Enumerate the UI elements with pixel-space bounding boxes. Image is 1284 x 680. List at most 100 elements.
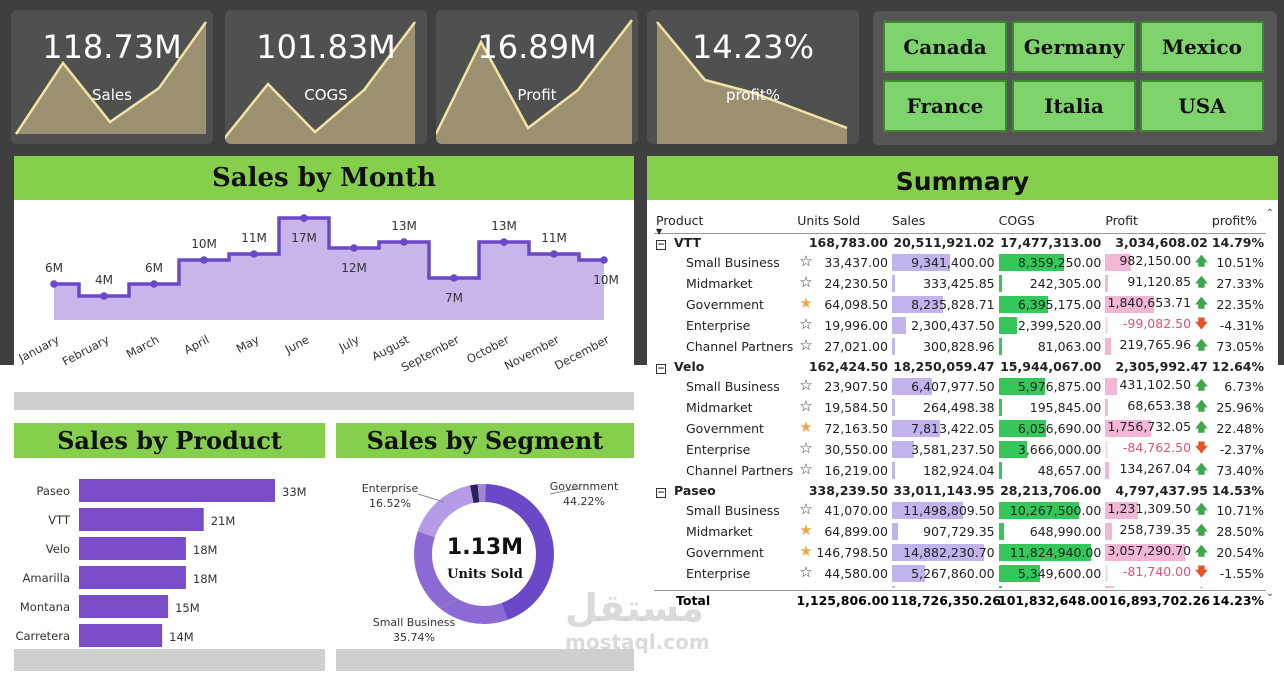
country-button-france[interactable]: France xyxy=(883,80,1007,132)
segment-name-label: Small Business xyxy=(373,616,456,629)
month-point-september[interactable] xyxy=(450,274,458,282)
item-profit-pct: -4.31% xyxy=(1219,318,1264,334)
month-point-march[interactable] xyxy=(150,280,158,288)
scroll-up-icon[interactable]: ⌃ xyxy=(1265,208,1274,219)
segment-slice-small-business[interactable] xyxy=(414,531,508,624)
item-profit: 982,150.00 🡅 xyxy=(1103,252,1210,273)
total-cogs: 101,832,648.00 xyxy=(998,593,1108,608)
segment-pct-label: 16.52% xyxy=(369,497,411,510)
sales-by-month-panel: Sales by Month 6M January 4M February 6M Marc… xyxy=(14,156,634,410)
month-point-february[interactable] xyxy=(100,292,108,300)
star-outline-icon: ☆ xyxy=(799,252,813,271)
country-button-usa[interactable]: USA xyxy=(1140,80,1264,132)
month-point-december[interactable] xyxy=(600,256,608,264)
collapse-icon[interactable]: − xyxy=(656,488,666,499)
item-name: Small Business xyxy=(686,503,780,519)
item-cogs: 6,056,690.00 xyxy=(997,418,1104,439)
summary-item-row[interactable]: Midmarket ☆ 19,584.50 264,498.38 195,845.00 6… xyxy=(654,397,1266,418)
profit-databar xyxy=(1105,523,1113,541)
collapse-icon[interactable]: − xyxy=(656,364,666,375)
month-point-may[interactable] xyxy=(250,250,258,258)
kpi-card-sales: 118.73M Sales xyxy=(11,10,213,144)
summary-item-row[interactable]: Small Business ☆ 41,070.00 11,498,809.50 10,… xyxy=(654,500,1266,521)
summary-item-row[interactable]: Channel Partners ☆ 16,219.00 182,924.04 48,6… xyxy=(654,460,1266,481)
summary-item-row[interactable]: Government ★ 72,163.50 7,813,422.05 6,056,69… xyxy=(654,418,1266,439)
month-point-january[interactable] xyxy=(50,280,58,288)
item-name: Channel Partners xyxy=(686,463,794,479)
item-units: ★ 146,798.50 xyxy=(799,542,888,561)
product-bar-montana[interactable] xyxy=(79,595,169,618)
column-header-product[interactable]: Product ▼ xyxy=(654,208,796,236)
segment-slice-other[interactable] xyxy=(470,484,480,504)
scroll-down-icon[interactable]: ⌄ xyxy=(1265,588,1274,599)
item-profit: 431,102.50 🡅 xyxy=(1103,376,1210,397)
column-header-profit[interactable]: Profit xyxy=(1103,208,1210,234)
total-sales: 118,726,350.26 xyxy=(891,593,1001,608)
segment-slice-enterprise[interactable] xyxy=(417,485,474,538)
summary-group-row[interactable]: − Paseo 338,239.50 33,011,143.95 28,213,706.… xyxy=(654,481,1266,500)
item-profit: 134,267.04 🡅 xyxy=(1103,460,1210,481)
summary-item-row[interactable]: Enterprise ☆ 30,550.00 3,581,237.50 3,666,00… xyxy=(654,439,1266,460)
collapse-icon[interactable]: − xyxy=(656,240,666,251)
kpi-sparkline-profit xyxy=(436,19,633,144)
country-button-mexico[interactable]: Mexico xyxy=(1140,21,1264,73)
product-bar-amarilla[interactable] xyxy=(79,566,186,589)
arrow-up-icon: 🡅 xyxy=(1195,295,1208,311)
summary-group-row[interactable]: − VTT 168,783.00 20,511,921.02 17,477,313.00… xyxy=(654,233,1266,252)
cogs-databar xyxy=(998,502,1079,520)
month-point-july[interactable] xyxy=(350,244,358,252)
summary-item-row[interactable]: Government ★ 64,098.50 8,235,828.71 6,395,17… xyxy=(654,294,1266,315)
month-point-october[interactable] xyxy=(500,238,508,246)
kpi-card-cogs: 101.83M COGS xyxy=(225,10,427,144)
summary-item-row[interactable]: Midmarket ☆ 24,230.50 333,425.85 242,305.00 9… xyxy=(654,273,1266,294)
column-header-units[interactable]: Units Sold xyxy=(795,208,890,234)
month-point-june[interactable] xyxy=(300,214,308,222)
summary-item-row[interactable]: Enterprise ☆ 19,996.00 2,300,437.50 2,399,52… xyxy=(654,315,1266,336)
star-outline-icon: ☆ xyxy=(799,273,813,292)
summary-item-row[interactable]: Midmarket ★ 64,899.00 907,729.35 648,990.00 2… xyxy=(654,521,1266,542)
country-button-germany[interactable]: Germany xyxy=(1012,21,1136,73)
segment-center-label: Units Sold xyxy=(447,567,523,582)
month-tick-label: November xyxy=(502,332,562,373)
group-name[interactable]: − VTT xyxy=(656,235,702,251)
item-sales: 333,425.85 xyxy=(890,273,997,294)
sales-databar xyxy=(891,296,943,314)
arrow-up-icon: 🡅 xyxy=(1195,461,1208,477)
product-bar-carretera[interactable] xyxy=(79,624,163,647)
summary-item-row[interactable]: Government ★ 146,798.50 14,882,230.70 11,824… xyxy=(654,542,1266,563)
month-point-august[interactable] xyxy=(400,238,408,246)
product-bar-vtt[interactable] xyxy=(79,508,204,531)
segment-leader-line xyxy=(549,487,581,495)
month-point-april[interactable] xyxy=(200,256,208,264)
country-button-canada[interactable]: Canada xyxy=(883,21,1007,73)
segment-slice-other2[interactable] xyxy=(477,484,486,503)
cogs-databar xyxy=(998,254,1064,272)
summary-group-row[interactable]: − Velo 162,424.50 18,250,059.47 15,944,067.0… xyxy=(654,357,1266,376)
group-profit: 3,034,608.02 xyxy=(1115,235,1208,251)
item-profit-pct: 10.71% xyxy=(1216,503,1264,519)
arrow-up-icon: 🡅 xyxy=(1195,419,1208,435)
segment-pct-label: 35.74% xyxy=(393,631,435,644)
arrow-up-icon: 🡅 xyxy=(1195,377,1208,393)
arrow-up-icon: 🡅 xyxy=(1195,585,1208,588)
product-bar-paseo[interactable] xyxy=(79,479,275,502)
column-header-sales[interactable]: Sales xyxy=(889,208,997,234)
group-name[interactable]: − Velo xyxy=(656,359,705,375)
star-outline-icon: ☆ xyxy=(799,397,813,416)
item-name: Channel Partners xyxy=(654,584,795,588)
item-sales: 454,514.40 xyxy=(890,584,997,588)
product-bar-velo[interactable] xyxy=(79,537,186,560)
summary-item-row[interactable]: Channel Partners ☆ 27,021.00 300,828.96 81,0… xyxy=(654,336,1266,357)
month-point-november[interactable] xyxy=(550,250,558,258)
column-header-cogs[interactable]: COGS xyxy=(996,208,1104,234)
column-header-profit-pct[interactable]: profit% xyxy=(1209,208,1266,234)
country-button-italia[interactable]: Italia xyxy=(1012,80,1136,132)
item-cogs: 2,399,520.00 xyxy=(997,315,1104,336)
item-profit: 219,765.96 🡅 xyxy=(1103,336,1210,357)
summary-item-row[interactable]: Small Business ☆ 23,907.50 6,407,977.50 5,97… xyxy=(654,376,1266,397)
summary-item-row[interactable]: Enterprise ☆ 44,580.00 5,267,860.00 5,349,60… xyxy=(654,563,1266,584)
segment-slice-government[interactable] xyxy=(485,484,554,620)
summary-item-row[interactable]: Small Business ☆ 33,437.00 9,341,400.00 8,35… xyxy=(654,252,1266,273)
summary-item-row[interactable]: Channel Partners☆40,892.00454,514.40122,… xyxy=(654,584,1266,588)
group-name[interactable]: − Paseo xyxy=(656,483,716,499)
